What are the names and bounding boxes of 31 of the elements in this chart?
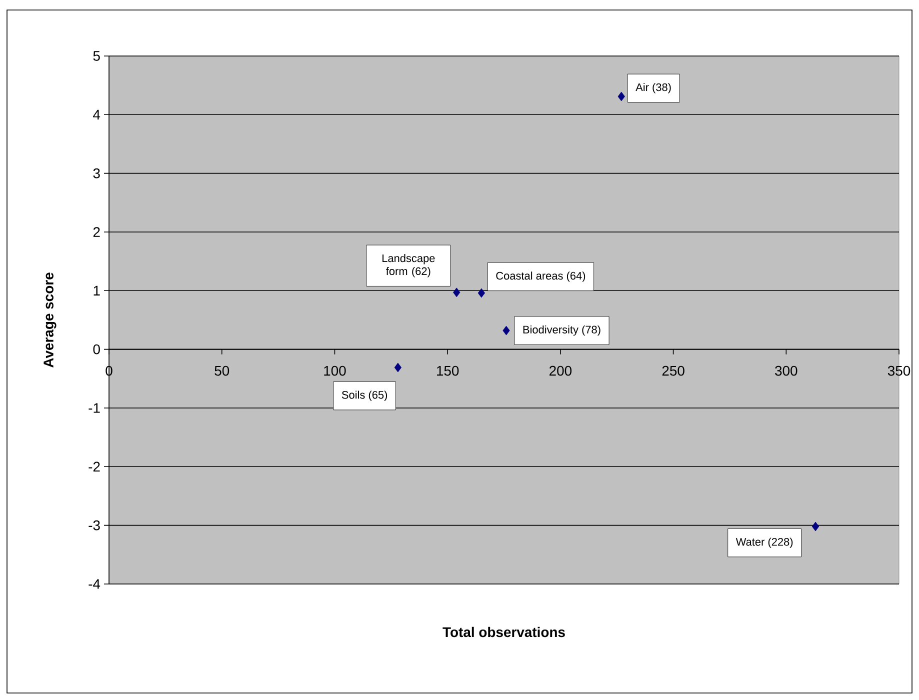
- y-tick-label: -4: [88, 579, 100, 589]
- annotation: Coastal areas (64): [496, 272, 586, 282]
- y-tick-label: 5: [93, 51, 100, 61]
- point: [812, 522, 820, 532]
- point: [453, 288, 460, 298]
- x-tick-label: 150: [437, 366, 459, 376]
- x-tick-label: 50: [214, 366, 230, 376]
- y-tick-label: 0: [93, 344, 100, 354]
- annotation: Biodiversity (78): [523, 325, 600, 336]
- point: [502, 326, 510, 336]
- point: [394, 362, 402, 372]
- y-tick-label: -1: [88, 403, 100, 413]
- annotation: Landscape form (62): [382, 254, 435, 278]
- y-tick-label: -2: [88, 462, 100, 472]
- x-tick-label: 350: [888, 366, 910, 376]
- point: [478, 288, 486, 298]
- x-tick-label: 300: [775, 366, 798, 376]
- annotation: Soils (65): [342, 390, 388, 401]
- x-tick-label: 250: [662, 366, 684, 376]
- annotation: Water (228): [736, 538, 793, 548]
- point: [618, 92, 625, 102]
- annotation: Air (38): [636, 83, 671, 94]
- y-tick-label: -3: [88, 520, 100, 530]
- x-tick-label: 200: [550, 366, 572, 376]
- x-axis-title: Total observations: [442, 626, 565, 638]
- x-tick-label: 100: [324, 366, 346, 376]
- y-axis-title: Average score: [44, 272, 56, 368]
- y-tick-label: 3: [93, 168, 100, 178]
- y-tick-label: 2: [93, 227, 100, 237]
- y-tick-label: 4: [93, 110, 100, 120]
- y-tick-label: 1: [94, 286, 100, 296]
